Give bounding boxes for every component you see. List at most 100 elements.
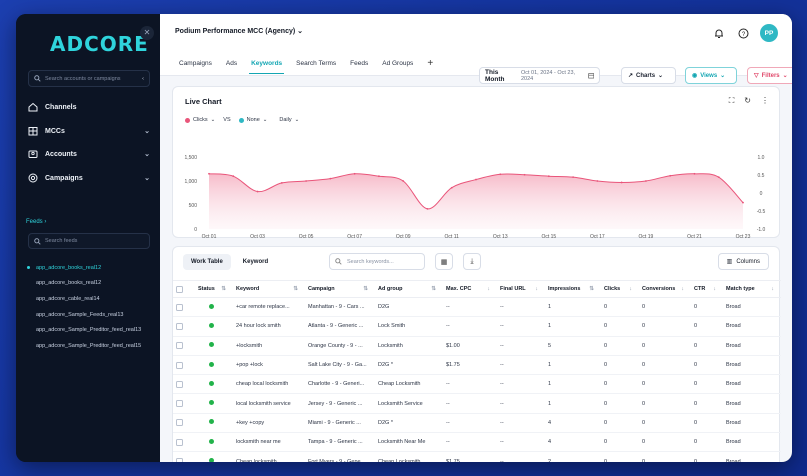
table-row[interactable]: locksmith near me Tampa - 9 - Generic ...… bbox=[173, 432, 781, 453]
tab-work-table[interactable]: Work Table bbox=[183, 254, 231, 270]
row-checkbox[interactable] bbox=[176, 438, 183, 446]
table-cell: 1 bbox=[545, 297, 601, 318]
column-header[interactable]: Ad group ⇅ bbox=[375, 280, 443, 298]
help-icon[interactable]: ? bbox=[736, 26, 750, 40]
avatar[interactable]: PP bbox=[760, 24, 778, 42]
metric1-select[interactable]: Clicks ⌄ bbox=[185, 117, 215, 123]
table-cell: 0 bbox=[601, 297, 639, 318]
refresh-icon[interactable]: ↻ bbox=[744, 96, 751, 105]
tab-feeds[interactable]: Feeds bbox=[350, 59, 369, 67]
row-checkbox[interactable] bbox=[176, 458, 183, 462]
row-checkbox[interactable] bbox=[176, 303, 183, 311]
granularity-select[interactable]: Daily ⌄ bbox=[279, 117, 299, 123]
table-cell[interactable]: locksmith near me bbox=[233, 432, 305, 453]
download-icon: ⤓ bbox=[470, 257, 474, 265]
charts-label: Charts bbox=[636, 72, 656, 79]
tab-ads[interactable]: Ads bbox=[225, 59, 238, 67]
keyword-search-placeholder: Search keywords... bbox=[347, 258, 394, 265]
columns-button[interactable]: ▥ Columns bbox=[717, 253, 769, 270]
column-header[interactable]: Status ⇅ bbox=[195, 280, 233, 298]
feed-item[interactable]: app_adcore_cable_real14 bbox=[36, 295, 100, 302]
table-cell: 0 bbox=[601, 413, 639, 434]
column-header[interactable]: Max. CPC ↓ bbox=[443, 280, 497, 298]
table-row[interactable]: +locksmith Orange County - 9 - ... Locksmi… bbox=[173, 336, 781, 356]
table-row[interactable]: Cheap locksmith Fort Myers - 9 - Gene... C… bbox=[173, 451, 781, 462]
sidebar-item-channels[interactable]: Channels bbox=[28, 100, 150, 114]
row-checkbox[interactable] bbox=[176, 400, 183, 408]
table-cell: 0 bbox=[691, 316, 723, 337]
views-button[interactable]: ◉ Views ⌄ bbox=[685, 67, 737, 84]
row-checkbox[interactable] bbox=[176, 361, 183, 369]
tab-keywords[interactable]: Keywords bbox=[244, 50, 289, 76]
table-cell: 0 bbox=[691, 374, 723, 395]
row-checkbox[interactable] bbox=[176, 322, 183, 330]
date-range-picker[interactable]: This Month Oct 01, 2024 - Oct 23, 2024 bbox=[479, 67, 600, 84]
row-checkbox[interactable] bbox=[176, 419, 183, 427]
sidebar-item-label: Accounts bbox=[45, 150, 77, 158]
metric2-select[interactable]: None ⌄ bbox=[238, 117, 267, 123]
table-row[interactable]: 24 hour lock smith Atlanta - 9 - Generic … bbox=[173, 316, 781, 337]
column-header[interactable]: Conversions ↓ bbox=[639, 280, 691, 298]
feed-item[interactable]: app_adcore_Sample_Preditor_feed_real13 bbox=[36, 327, 142, 334]
column-header[interactable]: Clicks ↓ bbox=[601, 280, 639, 298]
sidebar-item-mccs[interactable]: MCCs ⌄ bbox=[28, 124, 150, 138]
tab-ad-groups[interactable]: Ad Groups bbox=[382, 59, 414, 67]
table-cell[interactable]: +car remote replace... bbox=[233, 297, 305, 318]
chevron-down-icon: ⌄ bbox=[294, 117, 300, 123]
collapse-sidebar-button[interactable]: ✕ bbox=[140, 26, 154, 40]
download-button[interactable]: ⤓ bbox=[463, 253, 481, 270]
table-cell[interactable]: +locksmith bbox=[233, 336, 305, 356]
column-header[interactable]: Match type ↓ bbox=[723, 280, 781, 298]
tab-search-terms[interactable]: Search Terms bbox=[296, 59, 337, 67]
table-cell[interactable]: local locksmith service bbox=[233, 393, 305, 414]
table-cell: 1 bbox=[545, 355, 601, 376]
expand-icon[interactable]: ⛶ bbox=[728, 96, 735, 105]
filters-button[interactable]: ▽ Filters ⌄ bbox=[747, 67, 792, 84]
column-header[interactable]: CTR ↓ bbox=[691, 280, 723, 298]
grid-view-button[interactable]: ▦ bbox=[435, 253, 453, 270]
charts-button[interactable]: ↗ Charts ⌄ bbox=[621, 67, 676, 84]
row-checkbox[interactable] bbox=[176, 380, 183, 388]
table-cell: 5 bbox=[545, 336, 601, 356]
table-row[interactable]: +key +copy Miami - 9 - Generic ... D2G * --… bbox=[173, 413, 781, 434]
feed-item[interactable]: app_adcore_Sample_Feeds_real13 bbox=[36, 311, 124, 318]
clicks-data-point bbox=[742, 201, 744, 204]
table-cell[interactable]: cheap local locksmith bbox=[233, 374, 305, 395]
app-window: ADCORE ✕ Search accounts or campaigns ‹ … bbox=[16, 14, 792, 462]
select-all-checkbox[interactable] bbox=[176, 285, 183, 293]
table-row[interactable]: local locksmith service Jersey - 9 - Gene… bbox=[173, 393, 781, 414]
column-header[interactable]: Impressions ⇅ bbox=[545, 280, 601, 298]
column-header[interactable]: Campaign ⇅ bbox=[305, 280, 375, 298]
sidebar-search-input[interactable]: Search accounts or campaigns ‹ bbox=[28, 70, 150, 87]
tab-keyword[interactable]: Keyword bbox=[242, 259, 269, 265]
feed-item[interactable]: app_adcore_Sample_Preditor_feed_real15 bbox=[36, 342, 142, 349]
column-header[interactable]: Final URL ↓ bbox=[497, 280, 545, 298]
table-cell[interactable]: Cheap locksmith bbox=[233, 451, 305, 462]
table-cell: $1.75 bbox=[443, 355, 497, 376]
sidebar-item-accounts[interactable]: Accounts ⌄ bbox=[28, 147, 150, 161]
column-header[interactable]: Keyword ⇅ bbox=[233, 280, 305, 298]
feeds-section-toggle[interactable]: Feeds › bbox=[26, 219, 46, 225]
table-cell[interactable]: +pop +lock bbox=[233, 355, 305, 376]
feeds-search-input[interactable]: Search feeds bbox=[28, 233, 150, 249]
keyword-search-input[interactable]: Search keywords... bbox=[329, 253, 425, 270]
tab-campaigns[interactable]: Campaigns bbox=[179, 59, 212, 67]
status-enabled-dot bbox=[209, 400, 214, 406]
feed-item[interactable]: app_adcore_books_real12 bbox=[36, 280, 102, 287]
x-tick-label: Oct 03 bbox=[250, 234, 265, 239]
table-row[interactable]: cheap local locksmith Charlotte - 9 - Gen… bbox=[173, 374, 781, 395]
account-selector[interactable]: Podium Performance MCC (Agency) ⌄ bbox=[175, 27, 303, 35]
add-tab-button[interactable]: + bbox=[427, 57, 434, 69]
filter-icon: ▽ bbox=[754, 73, 759, 79]
table-cell[interactable]: 24 hour lock smith bbox=[233, 316, 305, 337]
table-cell[interactable]: +key +copy bbox=[233, 413, 305, 434]
feed-item[interactable]: app_adcore_books_real12 bbox=[26, 260, 160, 276]
row-checkbox[interactable] bbox=[176, 342, 183, 350]
more-vertical-icon[interactable]: ⋮ bbox=[761, 96, 769, 105]
table-row[interactable]: +pop +lock Salt Lake City - 9 - Ga... D2G … bbox=[173, 355, 781, 376]
sidebar-item-campaigns[interactable]: Campaigns ⌄ bbox=[28, 171, 150, 185]
chevron-left-icon[interactable]: ‹ bbox=[142, 75, 144, 82]
chevron-down-icon: ⌄ bbox=[782, 73, 788, 79]
bell-icon[interactable] bbox=[712, 26, 726, 40]
table-row[interactable]: +car remote replace... Manhattan - 9 - Ca… bbox=[173, 297, 781, 318]
